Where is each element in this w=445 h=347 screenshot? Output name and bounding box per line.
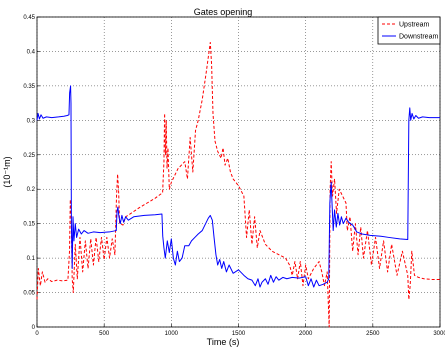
y-tick-label: 0.45 — [23, 15, 35, 21]
series-lines — [36, 41, 440, 328]
y-tick-label: 0.15 — [23, 222, 35, 228]
plot-frame — [36, 16, 441, 328]
y-tick-label: 0.1 — [27, 256, 36, 262]
y-tick-label: 0.2 — [27, 187, 36, 193]
legend-box — [377, 16, 441, 45]
x-tick-label: 0 — [35, 331, 39, 337]
legend-label-downstream: Downstream — [399, 34, 438, 41]
x-tick-label: 1500 — [232, 331, 246, 337]
series-line-upstream — [36, 41, 440, 328]
x-tick-label: 1000 — [165, 331, 179, 337]
y-tick-label: 0 — [32, 325, 36, 331]
series-line-downstream — [36, 85, 440, 288]
x-axis-label: Time (s) — [207, 337, 240, 347]
chart-title: Gates opening — [194, 7, 253, 17]
y-tick-label: 0.3 — [27, 118, 36, 124]
y-tick-label: 0.35 — [23, 84, 35, 90]
y-tick-label: 0.05 — [23, 291, 35, 297]
x-tick-label: 2000 — [299, 331, 313, 337]
x-tick-label: 2500 — [366, 331, 380, 337]
legend: Upstream Downstream — [377, 16, 441, 45]
legend-label-upstream: Upstream — [399, 22, 430, 29]
grid-lines — [36, 16, 441, 328]
y-tick-label: 0.4 — [27, 49, 36, 55]
x-tick-label: 500 — [99, 331, 110, 337]
y-axis-label: (10⁻¹m) — [2, 156, 12, 187]
y-tick-label: 0.25 — [23, 153, 35, 159]
